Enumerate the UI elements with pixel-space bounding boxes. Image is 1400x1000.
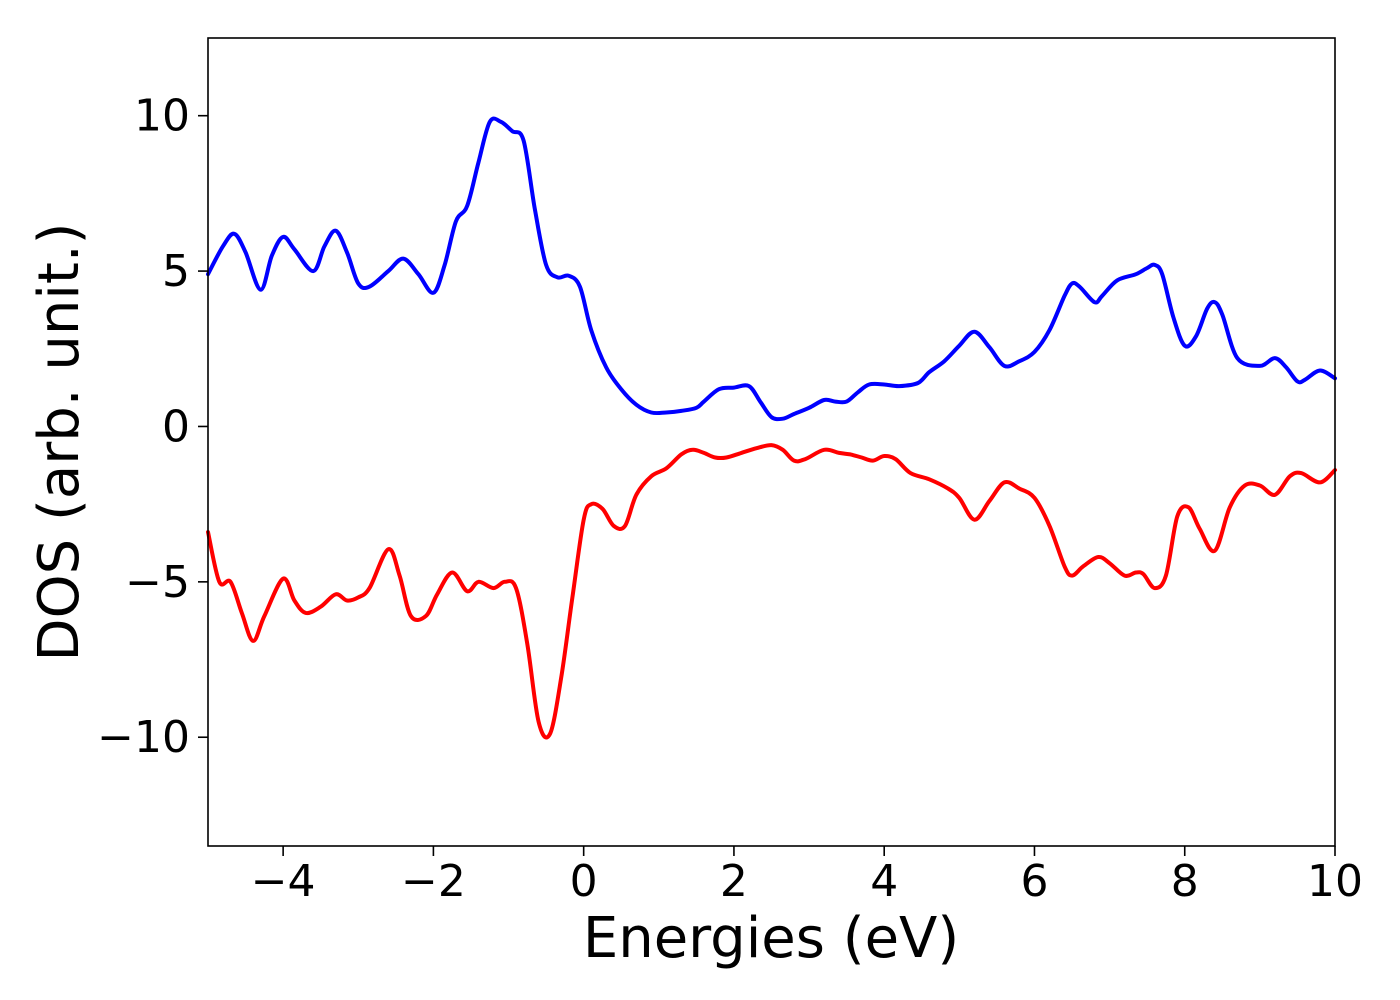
y-tick-label: 5	[162, 246, 190, 297]
x-tick-label: −2	[401, 856, 466, 907]
x-tick-label: 0	[570, 856, 598, 907]
series-line-upper	[206, 116, 1337, 422]
y-axis: −10 −5 0 5 10	[97, 91, 208, 763]
series-layer	[206, 116, 1337, 740]
x-tick-label: 2	[720, 856, 748, 907]
x-tick-label: −4	[251, 856, 316, 907]
plot-frame	[207, 37, 1336, 847]
y-axis-title: DOS (arb. unit.)	[27, 222, 92, 661]
x-tick-label: 4	[870, 856, 898, 907]
x-tick-label: 8	[1171, 856, 1199, 907]
series-line-lower	[206, 443, 1337, 740]
y-tick-label: 0	[162, 401, 190, 452]
x-axis-title: Energies (eV)	[583, 906, 959, 971]
x-tick-label: 6	[1020, 856, 1048, 907]
x-axis: −4 −2 0 2 4 6 8 10	[251, 846, 1363, 907]
y-tick-label: −10	[97, 712, 190, 763]
y-tick-label: 10	[134, 91, 190, 142]
y-tick-label: −5	[125, 557, 190, 608]
x-tick-label: 10	[1307, 856, 1363, 907]
